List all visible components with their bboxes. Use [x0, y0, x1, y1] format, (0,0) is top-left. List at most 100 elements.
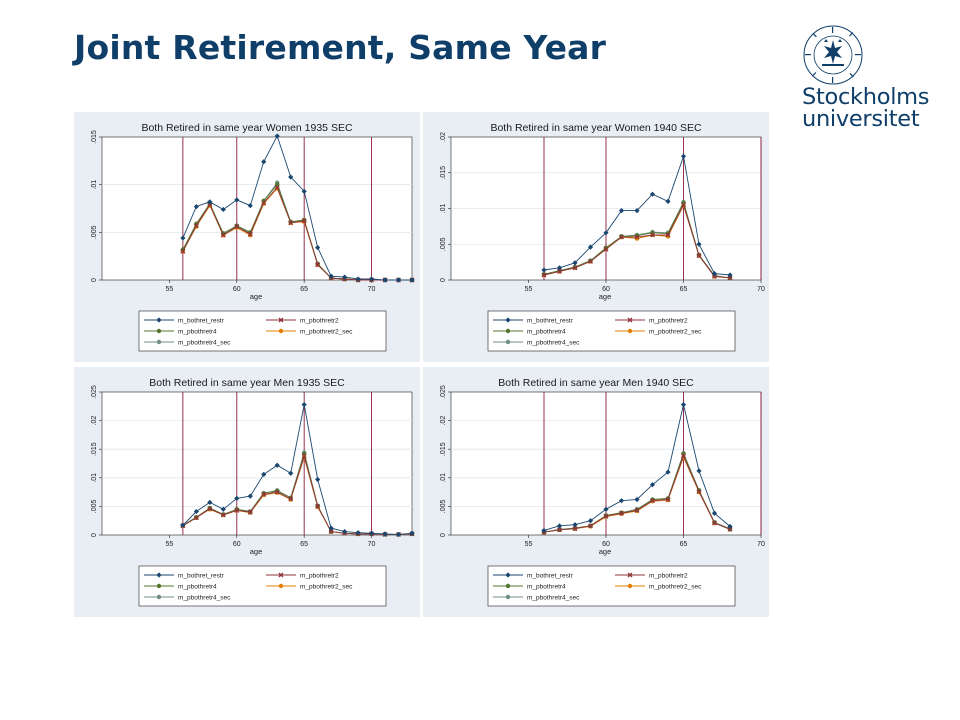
data-point — [220, 206, 226, 213]
data-point — [572, 526, 578, 532]
data-point — [557, 527, 562, 533]
legend-item-m-pbothretr4: m_pbothretr4 — [144, 328, 217, 335]
legend-marker — [505, 583, 511, 589]
x-tick-label: 60 — [233, 541, 241, 548]
legend-item-m-pbothretr2-sec: m_pbothretr2_sec — [266, 328, 353, 335]
x-axis-label: age — [599, 292, 612, 301]
logo-line-2: universitet — [802, 106, 920, 132]
data-point — [680, 153, 687, 159]
x-axis-label: age — [599, 547, 612, 556]
legend-marker — [156, 583, 162, 589]
legend-box — [487, 565, 736, 607]
chart-men-1935: Both Retired in same year Men 1935 SEC 0.… — [91, 377, 415, 607]
data-point — [395, 277, 402, 283]
legend-marker — [156, 317, 162, 323]
data-point — [556, 265, 563, 271]
legend-label: m_bothret_restr — [178, 317, 225, 324]
y-tick-label: .02 — [91, 416, 98, 426]
legend-item-m-pbothretr2: m_pbothretr2 — [266, 572, 339, 579]
series-m-pbothretr2 — [541, 202, 733, 281]
data-point — [712, 273, 717, 279]
x-axis-label: age — [250, 547, 263, 556]
legend-marker — [505, 594, 511, 600]
y-tick-label: .015 — [440, 442, 447, 456]
data-point — [711, 270, 718, 277]
legend-item-m-bothret-restr: m_bothret_restr — [493, 317, 574, 324]
data-point — [603, 230, 609, 236]
data-point — [247, 509, 253, 515]
y-tick-label: .015 — [91, 442, 98, 456]
series-m-bothret-restr — [541, 153, 733, 278]
legend-label: m_pbothretr4_sec — [178, 339, 231, 346]
legend-label: m_pbothretr2 — [649, 572, 688, 579]
legend-item-m-pbothretr4-sec: m_pbothretr4_sec — [144, 594, 231, 601]
legend-label: m_bothret_restr — [527, 572, 574, 579]
legend-label: m_pbothretr2_sec — [300, 328, 353, 335]
chart-women-1935: Both Retired in same year Women 1935 SEC… — [91, 122, 415, 352]
legend-label: m_pbothretr2_sec — [300, 583, 353, 590]
y-tick-label: .02 — [440, 416, 447, 426]
x-tick-label: 65 — [680, 286, 688, 293]
data-point — [261, 159, 267, 165]
data-point — [234, 507, 240, 513]
data-point — [618, 208, 625, 214]
y-tick-label: .02 — [440, 132, 447, 142]
y-tick-label: .005 — [440, 237, 447, 251]
data-point — [274, 462, 280, 468]
y-tick-label: .01 — [440, 204, 447, 214]
slide-title: Joint Retirement, Same Year — [74, 28, 607, 67]
series-m-pbothretr2 — [541, 453, 733, 535]
legend-label: m_pbothretr2_sec — [649, 328, 702, 335]
y-tick-label: .01 — [91, 180, 98, 190]
legend-marker — [505, 339, 511, 345]
data-point — [634, 208, 640, 214]
x-tick-label: 70 — [757, 541, 765, 548]
data-point — [207, 202, 213, 208]
y-tick-label: .015 — [91, 130, 98, 144]
legend-marker — [156, 328, 162, 334]
legend-label: m_pbothretr2_sec — [649, 583, 702, 590]
legend-marker — [278, 317, 284, 323]
data-point — [220, 512, 226, 518]
legend-item-m-pbothretr4: m_pbothretr4 — [144, 583, 217, 590]
y-tick-label: 0 — [440, 533, 447, 537]
data-point — [180, 522, 186, 528]
data-point — [603, 506, 609, 512]
data-point — [696, 253, 702, 259]
legend-item-m-pbothretr4-sec: m_pbothretr4_sec — [493, 339, 580, 346]
data-point — [207, 199, 213, 205]
chart-panel-men-1940: Both Retired in same year Men 1940 SEC 0.… — [423, 367, 769, 617]
data-point — [587, 518, 594, 524]
chart-panel-women-1940: Both Retired in same year Women 1940 SEC… — [423, 112, 769, 362]
chart-title: Both Retired in same year Men 1935 SEC — [149, 377, 345, 389]
data-point — [634, 496, 640, 503]
y-tick-label: .005 — [91, 499, 98, 513]
data-point — [681, 202, 686, 208]
data-point — [680, 401, 687, 408]
legend-marker — [156, 339, 162, 345]
data-point — [665, 232, 671, 238]
legend-label: m_bothret_restr — [178, 572, 225, 579]
data-point — [261, 200, 267, 206]
data-point — [619, 510, 624, 516]
data-point — [541, 527, 547, 534]
data-point — [603, 246, 609, 252]
data-point — [301, 218, 307, 224]
data-point — [649, 482, 656, 488]
data-point — [665, 198, 671, 204]
data-point — [603, 513, 609, 519]
data-point — [315, 244, 321, 251]
y-tick-label: .005 — [440, 499, 447, 513]
legend-marker — [278, 572, 284, 578]
data-point — [665, 497, 671, 502]
legend-marker — [505, 572, 511, 578]
plot-area — [101, 136, 413, 281]
data-point — [634, 507, 640, 513]
series-m-bothret-restr — [180, 401, 415, 538]
data-point — [315, 262, 321, 268]
legend-marker — [627, 572, 633, 578]
data-point — [712, 520, 717, 526]
data-point — [409, 530, 415, 536]
data-point — [193, 203, 199, 210]
chart-panel-women-1935: Both Retired in same year Women 1935 SEC… — [74, 112, 420, 362]
